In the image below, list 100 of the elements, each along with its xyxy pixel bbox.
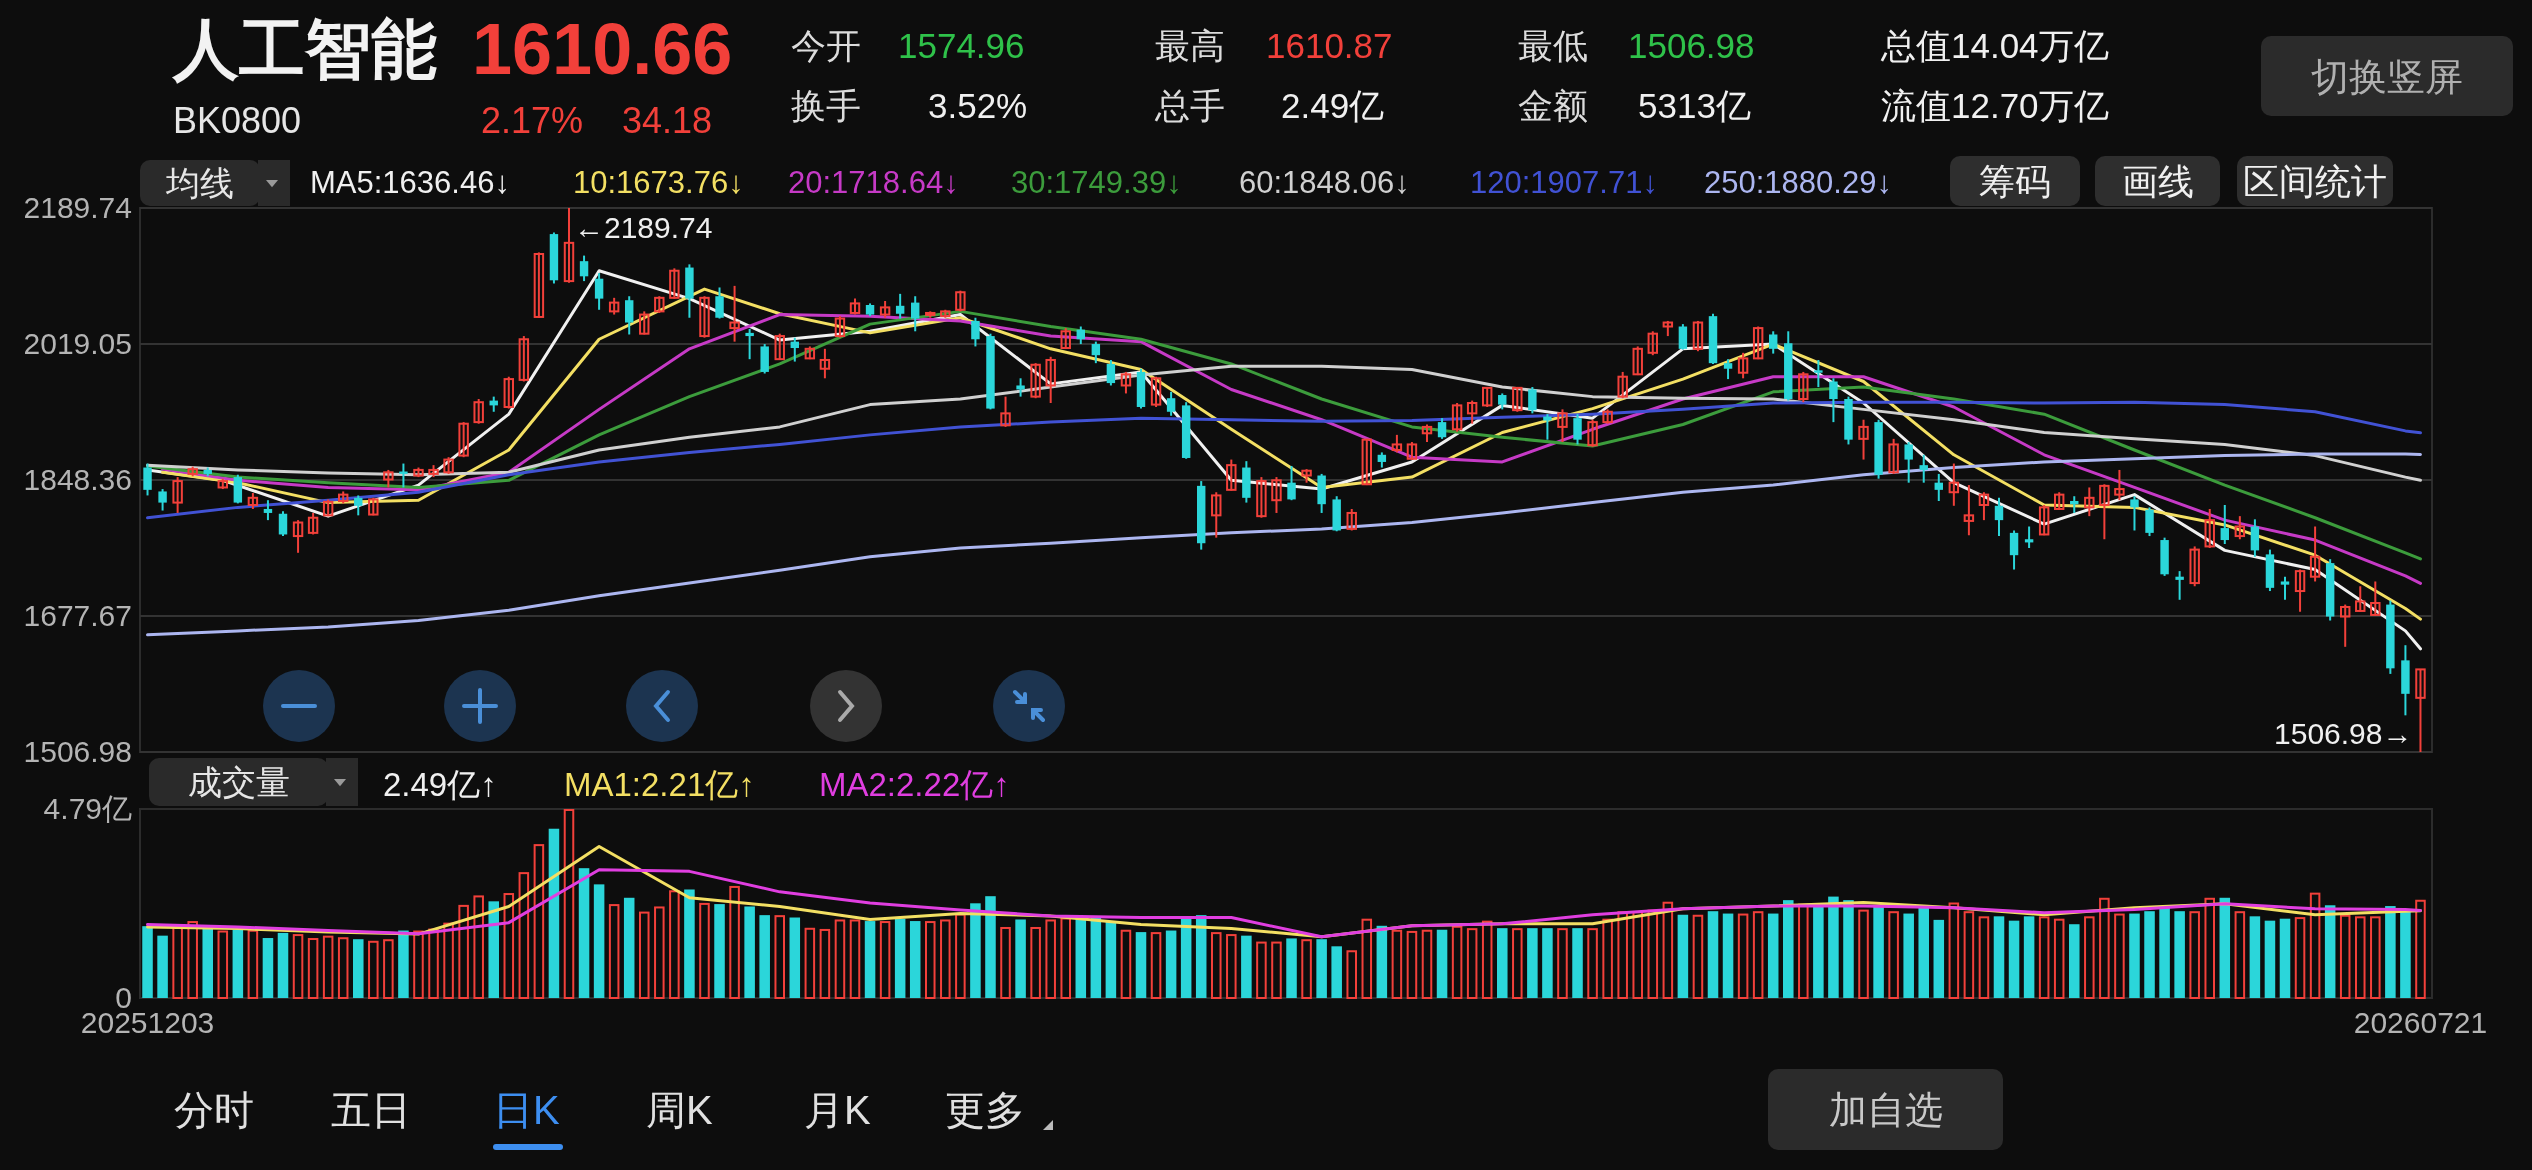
y-tick-label: 4.79亿	[43, 792, 132, 825]
bar	[593, 884, 605, 998]
candlestick	[1211, 491, 1222, 539]
candlestick	[1060, 327, 1071, 350]
text: 筹码	[1979, 160, 2051, 202]
candlestick	[911, 295, 920, 333]
candlestick	[1647, 330, 1658, 357]
candlestick	[2084, 486, 2095, 518]
candlestick	[895, 292, 905, 320]
bar	[187, 921, 198, 999]
text: 周K	[646, 1088, 713, 1132]
bar	[2400, 911, 2411, 998]
candlestick	[579, 254, 589, 283]
candlestick	[1466, 399, 1478, 425]
bar	[307, 938, 319, 999]
bar	[1226, 934, 1237, 999]
text: 20:1718.64↓	[788, 165, 959, 200]
bar	[2204, 897, 2216, 999]
bar	[2023, 916, 2035, 998]
candlestick	[158, 488, 167, 512]
bar	[488, 901, 499, 998]
candlestick	[1919, 453, 1928, 484]
bar	[157, 935, 168, 998]
bar	[2174, 911, 2185, 998]
bar	[1120, 929, 1132, 999]
candlestick	[1361, 437, 1372, 487]
text: 2.17%	[481, 100, 584, 141]
candlestick	[1587, 418, 1598, 448]
bar	[970, 903, 981, 998]
text: 34.18	[622, 100, 713, 141]
bar	[518, 872, 530, 999]
candlestick	[971, 316, 980, 348]
candlestick	[143, 462, 152, 497]
bar	[1075, 917, 1087, 998]
bar	[1933, 919, 1945, 998]
bar	[1737, 913, 1749, 999]
candlestick	[2415, 668, 2426, 753]
candlestick	[2340, 603, 2351, 648]
bar	[1346, 950, 1358, 999]
bar	[1316, 939, 1327, 998]
text: 更多	[945, 1088, 1025, 1132]
bar	[654, 906, 665, 999]
bar	[1587, 928, 1598, 999]
bar	[1978, 916, 1990, 999]
candlestick	[1934, 472, 1943, 502]
bar	[142, 926, 153, 998]
candlestick	[1752, 325, 1764, 361]
candlestick	[1106, 358, 1116, 387]
text: 60:1848.06↓	[1239, 165, 1410, 200]
bar	[909, 921, 921, 998]
bar	[1436, 929, 1448, 998]
candlestick	[2250, 518, 2260, 558]
bar	[1241, 935, 1252, 998]
candlestick	[729, 284, 740, 343]
bar	[864, 921, 876, 998]
candlestick	[1573, 413, 1582, 446]
text: 总手	[1154, 86, 1225, 125]
candlestick	[745, 327, 754, 361]
bar	[2385, 906, 2396, 998]
bar	[383, 939, 394, 999]
candlestick	[2220, 503, 2229, 546]
candlestick	[1557, 408, 1568, 444]
candlestick	[834, 315, 846, 339]
candlestick	[1512, 386, 1523, 413]
bar	[1752, 911, 1764, 999]
bar	[1782, 900, 1794, 998]
text: 5313亿	[1638, 86, 1751, 125]
bar	[1286, 938, 1297, 998]
bar	[1331, 946, 1342, 998]
candlestick	[1226, 458, 1237, 492]
bar	[1813, 905, 1824, 998]
candlestick	[473, 398, 484, 425]
candlestick	[955, 289, 966, 313]
bar	[1692, 914, 1704, 999]
bar	[458, 904, 469, 999]
text: 日K	[493, 1088, 560, 1132]
bar	[1301, 939, 1312, 999]
bar	[1030, 926, 1041, 999]
text: 1610.87	[1266, 26, 1393, 65]
bar	[1045, 919, 1056, 999]
candlestick	[699, 295, 710, 339]
candlestick	[1120, 370, 1132, 395]
bar	[1767, 913, 1779, 998]
bar	[1963, 911, 1975, 999]
candlestick	[2175, 570, 2184, 601]
candlestick	[1346, 507, 1357, 532]
y-tick-label: 1677.67	[23, 599, 132, 632]
candlestick	[2280, 575, 2290, 601]
bar	[955, 913, 966, 999]
text: 1506.98	[1628, 26, 1755, 65]
text: 最低	[1518, 26, 1588, 65]
bar	[443, 922, 454, 999]
bar	[2234, 911, 2246, 999]
bar	[1903, 913, 1914, 998]
bar	[669, 890, 680, 999]
candlestick	[2038, 503, 2050, 537]
text: 画线	[2121, 160, 2194, 202]
annotation: 1506.98→	[2274, 717, 2413, 750]
candlestick	[1692, 319, 1704, 353]
text: 切换竖屏	[2311, 55, 2463, 98]
